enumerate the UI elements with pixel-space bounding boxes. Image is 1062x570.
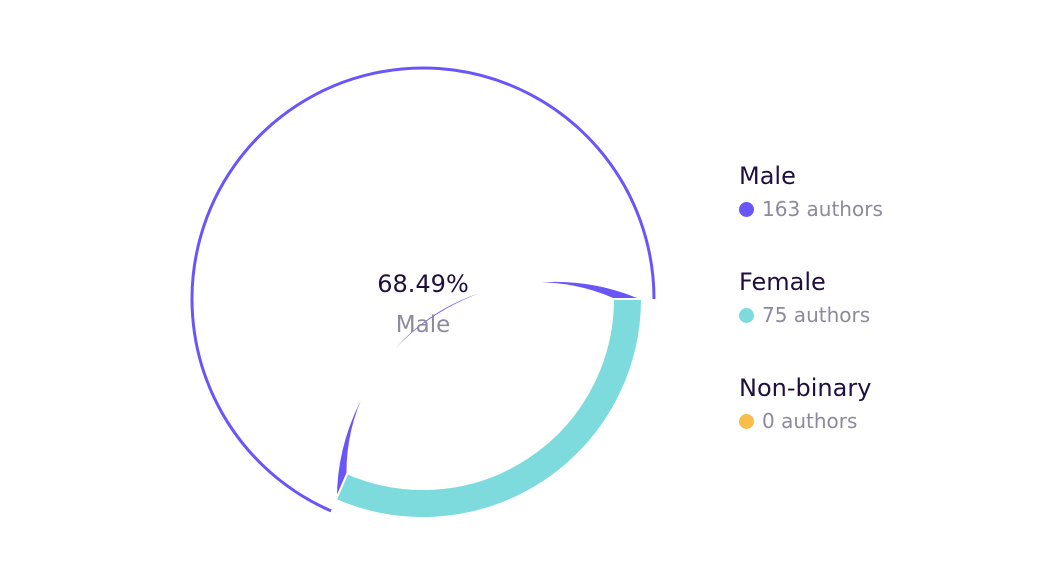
legend-item-male[interactable]: Male 163 authors <box>739 160 883 266</box>
center-percentage: 68.49% <box>377 270 469 298</box>
legend-count: 0 authors <box>762 409 858 433</box>
legend-dot-male <box>739 201 754 217</box>
legend-label: Male <box>739 162 796 190</box>
legend-label: Non-binary <box>739 374 872 402</box>
legend-label: Female <box>739 268 826 296</box>
slice-female[interactable] <box>334 298 644 519</box>
legend-dot-non-binary <box>739 413 754 429</box>
legend-count: 163 authors <box>762 197 883 221</box>
legend-item-female[interactable]: Female 75 authors <box>739 266 883 372</box>
highlight-outline-male <box>190 66 656 513</box>
legend-count: 75 authors <box>762 303 871 327</box>
center-label: Male <box>395 312 451 338</box>
legend-item-non-binary[interactable]: Non-binary 0 authors <box>739 372 883 478</box>
donut-slices <box>334 279 644 519</box>
legend: Male 163 authors Female 75 authors Non-b… <box>739 160 883 478</box>
legend-dot-female <box>739 307 754 323</box>
